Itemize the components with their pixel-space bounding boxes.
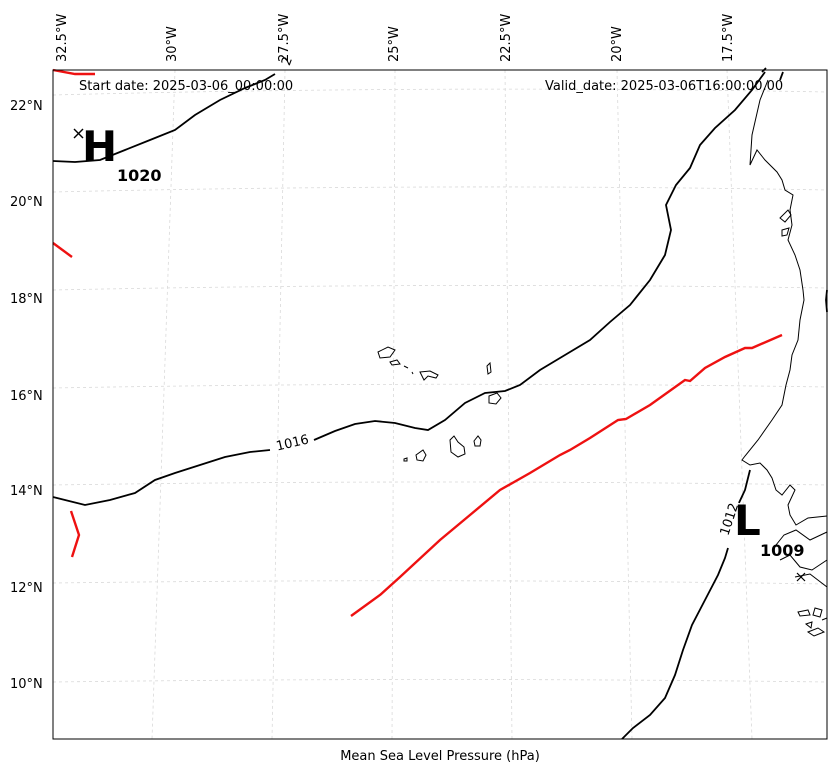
low-pressure-letter: L — [734, 496, 761, 545]
low-center-marker — [796, 572, 806, 582]
isobars — [52, 67, 828, 740]
graticule — [52, 69, 828, 740]
high-center-marker — [73, 128, 84, 139]
lat-label-18n: 18°N — [10, 292, 43, 307]
lon-label-20w: 20°W — [610, 26, 625, 62]
lat-label-10n: 10°N — [10, 677, 43, 692]
high-pressure-value: 1020 — [117, 166, 162, 185]
lon-label-25w: 25°W — [387, 26, 402, 62]
lon-label-22-5w: 22.5°W — [499, 13, 514, 62]
lat-label-20n: 20°N — [10, 195, 43, 210]
start-date-label: Start date: 2025-03-06_00:00:00 — [79, 79, 294, 94]
front-lines — [52, 68, 783, 617]
lon-label-27-5w: 27.5°W — [277, 13, 292, 62]
lon-label-30w: 30°W — [165, 26, 180, 62]
map-caption: Mean Sea Level Pressure (hPa) — [340, 749, 540, 764]
lat-label-16n: 16°N — [10, 389, 43, 404]
low-pressure-value: 1009 — [760, 541, 805, 560]
lon-label-32-5w: 32.5°W — [55, 13, 70, 62]
map-frame — [52, 69, 828, 740]
lat-label-22n: 22°N — [10, 99, 43, 114]
lat-label-14n: 14°N — [10, 484, 43, 499]
lat-label-12n: 12°N — [10, 581, 43, 596]
cape-verde-islands — [377, 346, 502, 462]
valid-date-label: Valid_date: 2025-03-06T16:00:00.00 — [545, 79, 784, 94]
lon-label-17-5w: 17.5°W — [721, 13, 736, 62]
high-pressure-letter: H — [82, 122, 118, 171]
